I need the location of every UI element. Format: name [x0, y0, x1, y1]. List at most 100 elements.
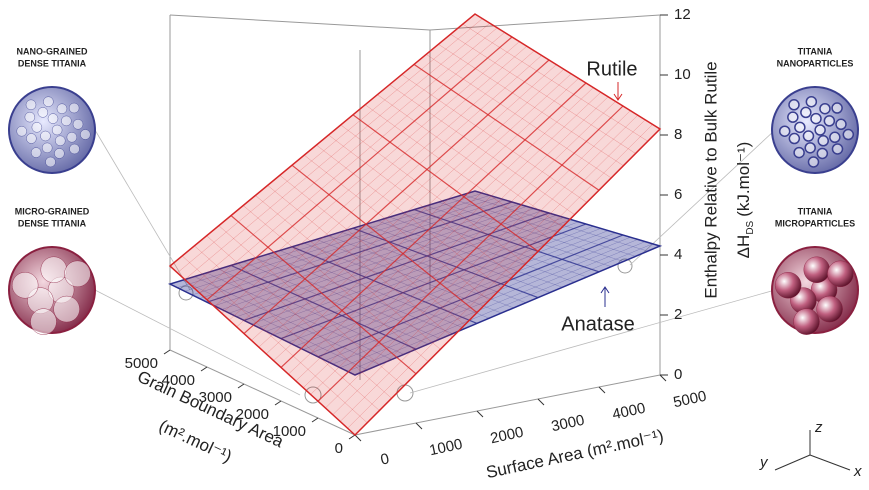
grid-line: [328, 235, 514, 309]
inset-label: DENSE TITANIA: [18, 218, 87, 228]
x-tick-label: 5000: [672, 388, 708, 412]
grid-line: [221, 206, 527, 310]
x-tick: [598, 386, 606, 394]
grid-line: [413, 63, 600, 191]
inset-label: TITANIA: [798, 46, 833, 56]
inset-grain: [53, 295, 80, 323]
grid-line: [316, 144, 502, 289]
inset-grain: [56, 103, 68, 114]
inset-grain: [794, 121, 806, 134]
z-unit: (kJ.mol⁻¹): [734, 142, 753, 217]
inset-grain: [819, 102, 831, 115]
grid-line: [273, 78, 579, 361]
y-tick-label: 0: [335, 440, 343, 457]
grid-line: [221, 46, 527, 314]
y-tick: [311, 417, 319, 423]
grid-line: [279, 175, 465, 325]
grid-line: [413, 209, 600, 273]
grid-line: [352, 114, 539, 252]
inset-grain: [816, 147, 829, 160]
z-tick-label: 8: [674, 126, 682, 143]
z-tick-label: 10: [674, 66, 691, 83]
inset-grain: [40, 130, 51, 142]
y-tick: [274, 400, 282, 406]
y-tick: [163, 349, 171, 355]
grid-line: [438, 201, 624, 262]
x-tick: [415, 422, 423, 430]
inset-grain: [68, 102, 80, 114]
grid-line: [426, 54, 612, 179]
surface-grid: [177, 18, 653, 429]
axis-triad: z y x: [759, 419, 862, 480]
z-axis-title: Enthalpy Relative to Bulk Rutile: [701, 61, 720, 298]
y-tick-label: 5000: [125, 355, 158, 372]
grid-line: [255, 195, 441, 350]
inset-label: NANOPARTICLES: [777, 58, 854, 68]
insets: NANO-GRAINED DENSE TITANIA MICRO-GRAINED DE…: [8, 46, 859, 335]
inset-grain: [804, 142, 816, 154]
inset-grain: [807, 156, 820, 168]
grid-line: [438, 44, 624, 166]
inset-grain: [47, 113, 59, 124]
grid-line: [184, 23, 490, 280]
grid-line: [243, 59, 550, 335]
z-tick-label: 0: [674, 366, 682, 383]
inset-label: MICRO-GRAINED: [15, 206, 90, 216]
grid-line: [295, 228, 601, 347]
inset-grain: [823, 115, 836, 127]
grid-line: [303, 96, 609, 388]
grid-line: [218, 268, 404, 355]
y-tick: [200, 366, 208, 372]
inset-grain: [55, 135, 66, 146]
y-tick: [348, 434, 356, 440]
grid-line: [389, 216, 575, 283]
inset-grain: [793, 146, 805, 159]
inset-grain: [51, 124, 63, 136]
z-tick-label: 2: [674, 306, 682, 323]
z-symbol: ΔH: [734, 235, 753, 259]
grid-line: [426, 205, 612, 267]
inset-grain: [788, 132, 801, 145]
arrow: [600, 286, 610, 307]
grid-line: [462, 23, 648, 142]
x-tick-label: 2000: [489, 424, 525, 448]
grid-line: [347, 124, 653, 429]
grid-line: [230, 264, 417, 350]
inset-grain: [831, 102, 843, 114]
grid-line: [251, 64, 557, 341]
inset-grain: [45, 156, 56, 168]
z-tick-label: 6: [674, 186, 682, 203]
grid-line: [206, 235, 392, 399]
inset-grain: [40, 256, 67, 283]
inset-grain: [814, 124, 826, 136]
grid-line: [229, 50, 535, 321]
inset-label: MICROPARTICLES: [775, 218, 855, 228]
y-tick-label: 4000: [162, 372, 195, 389]
grid-line: [340, 124, 526, 264]
x-tick-label: 0: [379, 450, 391, 468]
inset-grain: [788, 99, 800, 111]
grid-line: [462, 194, 648, 252]
inset-grain: [11, 272, 39, 299]
z-tick-label: 4: [674, 246, 682, 263]
z-tick-label: 12: [674, 6, 691, 23]
inset-label: DENSE TITANIA: [18, 58, 87, 68]
inset-grain: [61, 115, 72, 127]
grid-line: [214, 204, 520, 307]
grid-line: [310, 101, 616, 395]
grid-line: [401, 74, 587, 203]
inset-grain: [810, 112, 822, 125]
grid-line: [177, 193, 483, 288]
grid-line: [243, 261, 429, 345]
arrow: [613, 82, 623, 101]
triad-x: x: [853, 463, 862, 480]
grid-line: [192, 27, 498, 287]
grid-line: [389, 84, 575, 215]
grid-line: [340, 119, 646, 422]
inset-grain: [37, 107, 49, 118]
grid-line: [243, 205, 429, 362]
x-tick: [476, 410, 484, 418]
y-tick-label: 1000: [273, 423, 306, 440]
y-tick-label: 2000: [236, 406, 269, 423]
grid-line: [303, 230, 609, 350]
